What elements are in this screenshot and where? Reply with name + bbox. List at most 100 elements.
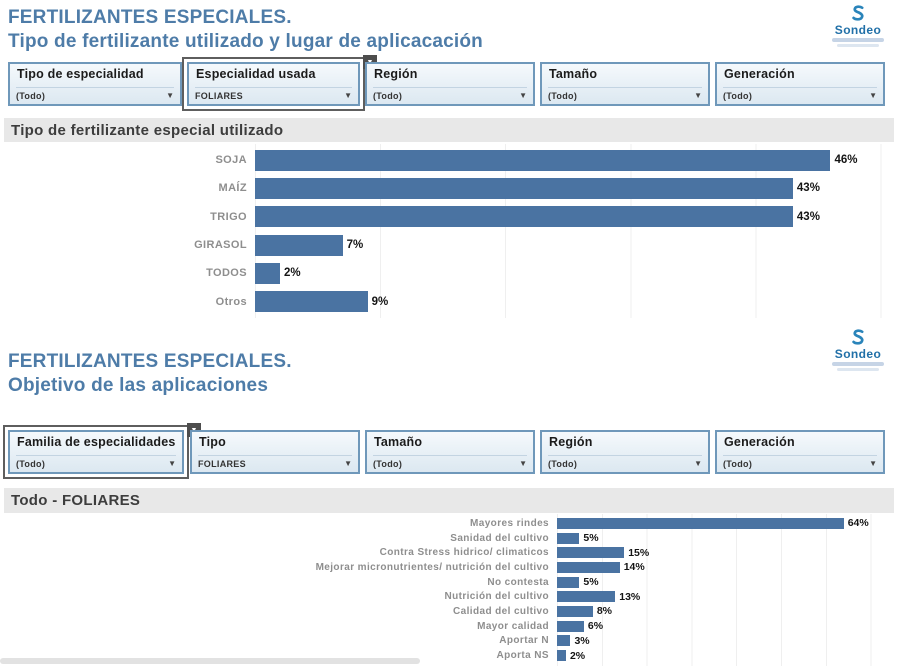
bar-ma-z[interactable] [255,177,793,199]
bar-nutrici-n-del-cultivo[interactable] [557,591,616,603]
filter-dropdown-generaci-n[interactable]: (Todo) ▼ [723,87,877,101]
bar-row-todos: TODOS 2% [0,259,893,287]
bar-row-soja: SOJA 46% [0,146,893,174]
bar-label: Nutrición del cultivo [444,591,549,603]
filter-dropdown-tama-o[interactable]: (Todo) ▼ [373,455,527,469]
bar-area: 14% [557,560,893,575]
next-section-edge [0,658,420,664]
filter-dropdown-regi-n[interactable]: (Todo) ▼ [373,87,527,101]
bar-label: MAÍZ [218,182,247,195]
bar-value: 43% [796,182,820,195]
bar-value: 6% [587,620,604,633]
bar-mejorar-micronutrientes-nutrici-n-del-cultivo[interactable] [557,561,620,573]
chevron-down-icon[interactable]: ▼ [168,459,176,468]
chart2-header: Todo - FOLIARES [4,488,894,513]
chart1-bars: SOJA 46% MAÍZ 43% TRIGO 43% GIRASOL 7% TODOS 2% Ot… [0,146,893,316]
filter-dropdown-generaci-n[interactable]: (Todo) ▼ [723,455,877,469]
filter-generaci-n[interactable]: Generación (Todo) ▼ [715,430,885,474]
filter-regi-n[interactable]: Región (Todo) ▼ [365,62,535,106]
filter-value: (Todo) [16,459,46,469]
bar-value: 46% [834,154,858,167]
chevron-down-icon[interactable]: ▼ [519,91,527,100]
sondeo-logo-text: Sondeo [834,23,882,37]
bar-value: 15% [628,546,650,559]
bar-row-mayor-calidad: Mayor calidad 6% [0,619,893,634]
bar-label: TODOS [206,267,247,280]
filter-dropdown-tama-o[interactable]: (Todo) ▼ [548,87,702,101]
filter-value: (Todo) [723,91,753,101]
filter-tama-o[interactable]: Tamaño (Todo) ▼ [540,62,710,106]
sondeo-s-icon [822,328,894,348]
section1-title: FERTILIZANTES ESPECIALES. Tipo de fertil… [8,6,483,54]
chart1-header: Tipo de fertilizante especial utilizado [4,118,894,142]
bar-area: 5% [557,575,893,590]
chevron-down-icon[interactable]: ▼ [344,91,352,100]
bar-area: 15% [557,545,893,560]
bar-area: 5% [557,531,893,546]
bar-row-sanidad-del-cultivo: Sanidad del cultivo 5% [0,531,893,546]
filter-dropdown-regi-n[interactable]: (Todo) ▼ [548,455,702,469]
filter-label: Tamaño [374,435,423,449]
filter-label: Región [549,435,593,449]
sondeo-logo-text: Sondeo [834,347,882,361]
chevron-down-icon[interactable]: ▼ [694,459,702,468]
bar-aportar-n[interactable] [557,635,571,647]
section2-title-line2: Objetivo de las aplicaciones [8,375,269,396]
bar-calidad-del-cultivo[interactable] [557,605,593,617]
chevron-down-icon[interactable]: ▼ [344,459,352,468]
bar-mayor-calidad[interactable] [557,620,584,632]
bar-value: 7% [346,239,364,252]
bar-label: Aportar N [499,635,549,647]
bar-girasol[interactable] [255,234,343,256]
bar-value: 9% [371,295,389,308]
filter-value: (Todo) [548,459,578,469]
bar-label: Mejorar micronutrientes/ nutrición del c… [315,561,549,573]
section2-title-line1: FERTILIZANTES ESPECIALES. [8,351,292,372]
bar-row-mayores-rindes: Mayores rindes 64% [0,516,893,531]
bar-value: 5% [583,576,599,589]
bar-sanidad-del-cultivo[interactable] [557,532,580,544]
chevron-down-icon[interactable]: ▼ [869,459,877,468]
bar-otros[interactable] [255,291,368,313]
chevron-down-icon[interactable]: ▼ [166,91,174,100]
bar-label: Aporta NS [496,650,549,662]
filter-dropdown-especialidad-usada[interactable]: FOLIARES ▼ [195,87,352,101]
filter-familia-de-especialidades[interactable]: Familia de especialidades (Todo) ▼▼ [3,423,201,479]
bar-value: 2% [284,267,301,280]
bar-row-mejorar-micronutrientes-nutrici-n-del-cultivo: Mejorar micronutrientes/ nutrición del c… [0,560,893,575]
filter-label: Generación [724,67,795,81]
filter-dropdown-tipo-de-especialidad[interactable]: (Todo) ▼ [16,87,174,101]
filter-tipo[interactable]: Tipo FOLIARES ▼ [190,430,360,474]
chevron-down-icon[interactable]: ▼ [869,91,877,100]
filter-value: FOLIARES [198,459,246,469]
section2-title: FERTILIZANTES ESPECIALES. Objetivo de la… [8,350,292,398]
filter-especialidad-usada[interactable]: Especialidad usada FOLIARES ▼▼ [182,55,377,111]
bar-row-contra-stress-hidrico-climaticos: Contra Stress hidrico/ climaticos 15% [0,545,893,560]
bar-row-girasol: GIRASOL 7% [0,231,893,259]
filter-dropdown-familia-de-especialidades[interactable]: (Todo) ▼ [16,455,176,469]
filter-dropdown-tipo[interactable]: FOLIARES ▼ [198,455,352,469]
bar-no-contesta[interactable] [557,576,580,588]
filter-value: FOLIARES [195,91,243,101]
bar-label: Contra Stress hidrico/ climaticos [379,547,549,559]
bar-soja[interactable] [255,149,831,171]
filter-generaci-n[interactable]: Generación (Todo) ▼ [715,62,885,106]
bar-mayores-rindes[interactable] [557,517,844,529]
bar-area: 9% [255,287,893,315]
chevron-down-icon[interactable]: ▼ [694,91,702,100]
bar-contra-stress-hidrico-climaticos[interactable] [557,547,625,559]
bar-aporta-ns[interactable] [557,650,566,662]
bar-value: 3% [574,634,590,647]
bar-value: 2% [569,649,586,662]
bar-label: No contesta [487,576,549,588]
filter-tama-o[interactable]: Tamaño (Todo) ▼ [365,430,535,474]
filter-regi-n[interactable]: Región (Todo) ▼ [540,430,710,474]
bar-label: Calidad del cultivo [453,605,549,617]
filter-tipo-de-especialidad[interactable]: Tipo de especialidad (Todo) ▼ [8,62,182,106]
chevron-down-icon[interactable]: ▼ [519,459,527,468]
bar-todos[interactable] [255,262,281,284]
bar-trigo[interactable] [255,206,793,228]
chart1-gridlines [255,144,893,318]
bar-label: Mayores rindes [470,517,549,529]
bar-area: 2% [255,259,893,287]
